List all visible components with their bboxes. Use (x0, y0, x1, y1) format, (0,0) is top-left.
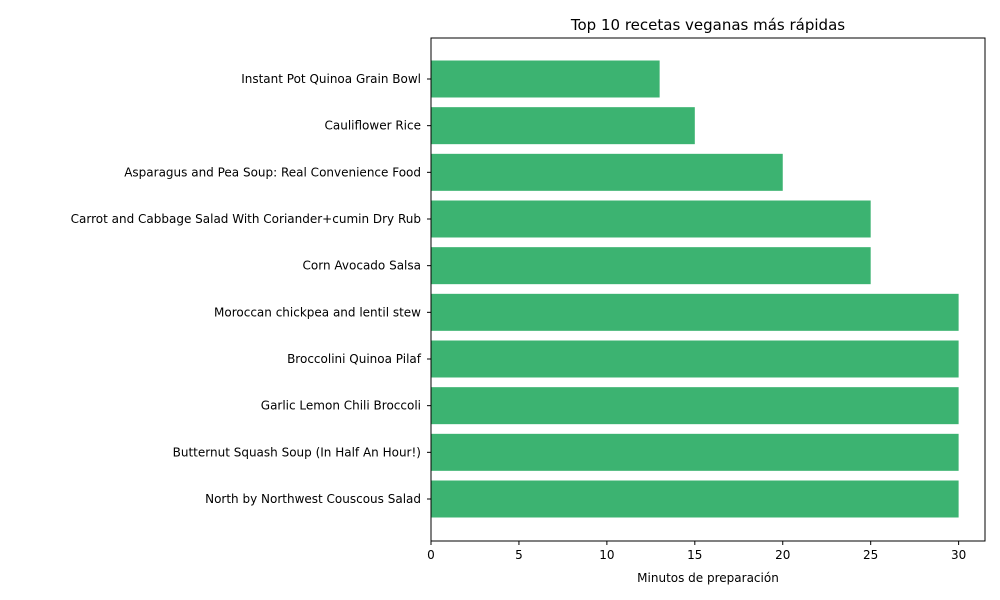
bar-1 (431, 60, 660, 98)
category-label: Butternut Squash Soup (In Half An Hour!) (173, 445, 421, 459)
category-label: Instant Pot Quinoa Grain Bowl (241, 72, 421, 86)
bar-4 (431, 200, 871, 238)
category-label: North by Northwest Couscous Salad (205, 492, 421, 506)
x-axis-label: Minutos de preparación (637, 571, 779, 585)
category-label: Asparagus and Pea Soup: Real Convenience… (124, 165, 421, 179)
category-label: Moroccan chickpea and lentil stew (214, 305, 421, 319)
bar-9 (431, 433, 959, 471)
category-labels: Instant Pot Quinoa Grain Bowl Cauliflower… (71, 72, 431, 506)
bar-3 (431, 153, 783, 191)
category-label: Cauliflower Rice (324, 119, 421, 133)
bar-8 (431, 387, 959, 425)
plot-frame (430, 37, 986, 542)
x-tick-label: 20 (775, 548, 790, 562)
chart-title: Top 10 recetas veganas más rápidas (570, 16, 845, 34)
bar-6 (431, 293, 959, 331)
bars-group (431, 60, 959, 518)
bar-10 (431, 480, 959, 518)
x-tick-label: 10 (599, 548, 614, 562)
bar-2 (431, 107, 695, 145)
x-tick-label: 15 (687, 548, 702, 562)
bar-5 (431, 247, 871, 285)
bar-7 (431, 340, 959, 378)
x-axis-ticks: 0 5 10 15 20 25 30 (427, 541, 966, 562)
category-label: Garlic Lemon Chili Broccoli (261, 399, 421, 413)
x-tick-label: 0 (427, 548, 435, 562)
category-label: Carrot and Cabbage Salad With Coriander+… (71, 212, 421, 226)
category-label: Broccolini Quinoa Pilaf (287, 352, 422, 366)
x-tick-label: 30 (951, 548, 966, 562)
x-tick-label: 25 (863, 548, 878, 562)
x-tick-label: 5 (515, 548, 523, 562)
category-label: Corn Avocado Salsa (303, 259, 421, 273)
